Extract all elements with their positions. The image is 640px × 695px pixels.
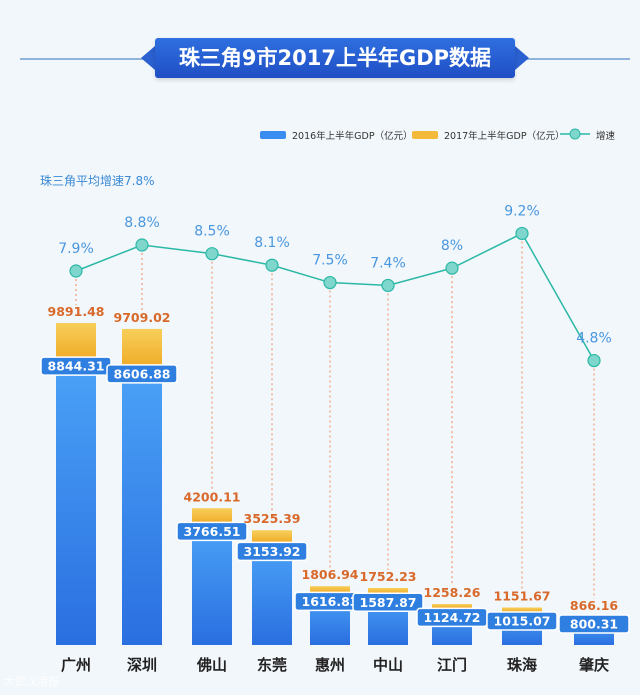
growth-point-2 (135, 238, 149, 252)
label-2016-1: 8844.31 (48, 359, 105, 374)
label-2016-box-2 (106, 364, 178, 384)
label-2017-6: 1752.23 (360, 569, 417, 584)
category-label-7: 江门 (437, 656, 467, 674)
growth-label-9: 4.8% (576, 331, 612, 347)
average-growth-note: 珠三角平均增速7.8% (40, 174, 155, 188)
legend-label-2016: 2016年上半年GDP（亿元） (292, 131, 413, 142)
legend-label-2017: 2017年上半年GDP（亿元） (444, 131, 565, 142)
growth-point-6 (381, 278, 395, 293)
bar-2016-3 (192, 522, 232, 645)
label-2016-8: 1015.07 (494, 613, 551, 628)
label-2016-9: 800.31 (570, 617, 618, 632)
category-label-1: 广州 (61, 656, 91, 674)
bar-2017-6 (368, 587, 408, 594)
category-label-2: 深圳 (127, 656, 157, 674)
growth-point-8 (515, 226, 529, 241)
growth-label-1: 7.9% (58, 241, 94, 257)
label-2017-7: 1258.26 (424, 585, 481, 600)
category-label-6: 中山 (373, 656, 403, 674)
label-2017-9: 866.16 (570, 598, 619, 613)
category-label-5: 惠州 (315, 656, 345, 674)
label-2016-box-4 (236, 541, 308, 562)
title-banner: 珠三角9市2017上半年GDP数据 (0, 34, 640, 84)
growth-point-7 (445, 261, 459, 275)
label-2016-box-8 (486, 611, 558, 631)
label-2016-box-3 (176, 521, 248, 542)
growth-label-3: 8.5% (194, 224, 230, 240)
label-2016-4: 3153.92 (244, 544, 301, 559)
category-label-4: 东莞 (257, 656, 287, 674)
category-label-9: 肇庆 (578, 656, 609, 674)
label-2016-2: 8606.88 (114, 366, 171, 381)
growth-point-1 (69, 264, 83, 278)
bar-2016-2 (122, 364, 162, 645)
bar-2017-8 (502, 607, 542, 612)
label-2016-7: 1124.72 (424, 610, 481, 625)
growth-label-4: 8.1% (254, 235, 290, 251)
banner-left-tip (141, 46, 155, 70)
watermark-text: 大武汉港报 (4, 675, 59, 688)
legend-line-growth-icon (560, 128, 590, 140)
legend-swatch-2017 (412, 131, 438, 139)
growth-label-8: 9.2% (504, 203, 540, 219)
growth-label-2: 8.8% (124, 215, 160, 231)
bar-2017-1 (56, 323, 96, 358)
legend-label-growth: 增速 (596, 131, 616, 142)
label-2017-4: 3525.39 (244, 511, 301, 526)
growth-point-5 (323, 275, 337, 290)
bar-2017-7 (432, 604, 472, 609)
growth-label-7: 8% (441, 238, 463, 254)
page-title: 珠三角9市2017上半年GDP数据 (155, 38, 515, 78)
label-2017-8: 1151.67 (494, 589, 551, 604)
label-2016-5: 1616.83 (302, 594, 359, 609)
bar-2017-3 (192, 508, 232, 523)
growth-label-6: 7.4% (370, 255, 406, 271)
label-2017-1: 9891.48 (48, 304, 105, 319)
label-2016-6: 1587.87 (360, 595, 417, 610)
category-label-8: 珠海 (507, 656, 537, 674)
label-2016-3: 3766.51 (184, 524, 241, 539)
growth-point-3 (205, 247, 219, 261)
label-2016-box-6 (352, 592, 424, 613)
label-2017-5: 1806.94 (302, 567, 359, 582)
legend-swatch-2016 (260, 131, 286, 139)
growth-point-4 (265, 258, 279, 272)
label-2016-box-9 (558, 614, 630, 634)
label-2017-3: 4200.11 (184, 489, 241, 504)
category-label-3: 佛山 (196, 656, 227, 674)
bar-2017-4 (252, 530, 292, 543)
banner-left-line (20, 58, 150, 60)
bar-2017-2 (122, 328, 162, 365)
bar-2016-1 (56, 357, 96, 645)
banner-right-line (520, 58, 630, 60)
bar-2017-5 (310, 586, 350, 593)
growth-point-9 (587, 353, 601, 368)
banner-right-tip (515, 46, 529, 70)
growth-label-5: 7.5% (312, 253, 348, 269)
label-2017-2: 9709.02 (114, 310, 171, 325)
